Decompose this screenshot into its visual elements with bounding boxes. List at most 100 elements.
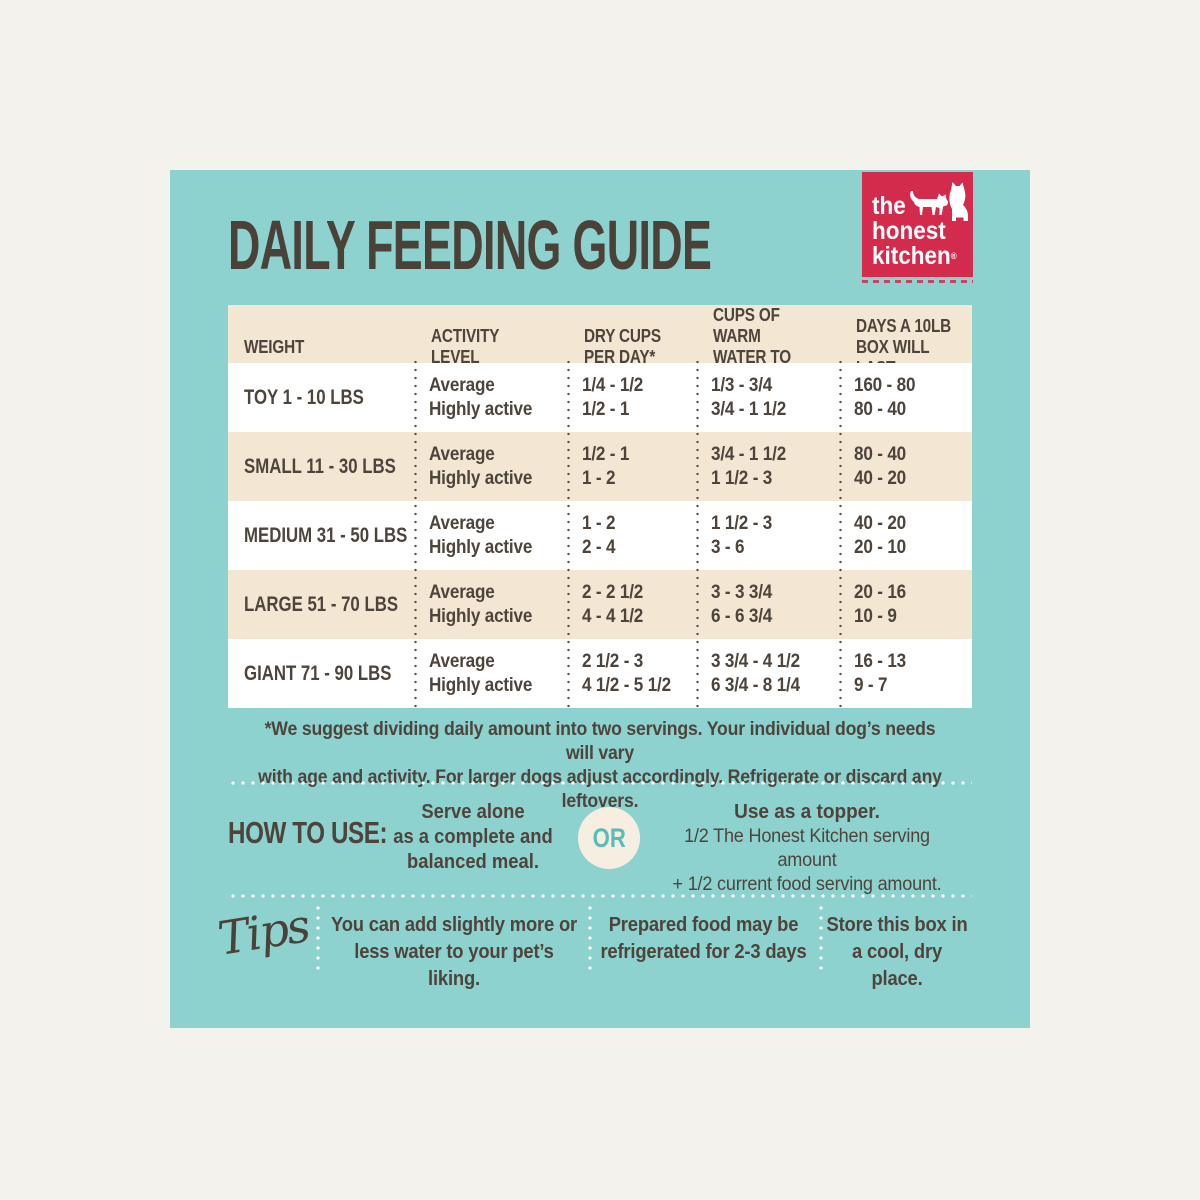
tips-divider (316, 903, 320, 975)
tip-item: Prepared food may be refrigerated for 2-… (600, 914, 807, 963)
value-line: 20 - 10 (854, 536, 906, 558)
value-line: 1 1/2 - 3 (711, 467, 773, 489)
value-line: 3 3/4 - 4 1/2 (711, 650, 800, 672)
or-badge-label: OR (592, 822, 626, 853)
value-line: 160 - 80 (854, 374, 916, 396)
cell-weight: MEDIUM 31 - 50 LBS (228, 501, 415, 570)
brand-logo: the honest kitchen® (862, 172, 973, 277)
value-line: 80 - 40 (854, 443, 906, 465)
column-divider (414, 358, 417, 711)
value-line: 6 - 6 3/4 (711, 605, 773, 627)
tips-divider (819, 903, 823, 975)
cell-activity: Average Highly active (415, 639, 568, 708)
tips-divider (588, 903, 592, 975)
cell-activity: Average Highly active (415, 501, 568, 570)
tips-label: Tips (214, 898, 313, 966)
value-line: 80 - 40 (854, 398, 906, 420)
table-body: TOY 1 - 10 LBS Average Highly active 1/4 … (228, 358, 972, 711)
col-header-weight: WEIGHT (228, 305, 415, 389)
col-header-label: ACTIVITY LEVEL (431, 326, 500, 367)
cell-days: 40 - 20 20 - 10 (840, 501, 972, 570)
cell-dry-cups: 1/4 - 1/2 1/2 - 1 (568, 363, 697, 432)
weight-label: SMALL 11 - 30 LBS (244, 454, 396, 478)
value-line: 4 - 4 1/2 (582, 605, 644, 627)
col-header-label: DRY CUPS PER DAY* (584, 326, 661, 367)
value-line: 3/4 - 1 1/2 (711, 398, 787, 420)
table-row-toy: TOY 1 - 10 LBS Average Highly active 1/4 … (228, 363, 972, 432)
activity-line: Average (429, 581, 495, 603)
logo-stitch-edge (862, 280, 973, 283)
cell-weight: SMALL 11 - 30 LBS (228, 432, 415, 501)
brand-wordmark: the honest kitchen® (872, 194, 957, 269)
value-line: 1 - 2 (582, 467, 616, 489)
col-header-label: WEIGHT (244, 336, 305, 357)
cell-days: 160 - 80 80 - 40 (840, 363, 972, 432)
page-title: DAILY FEEDING GUIDE (228, 206, 712, 284)
value-line: 2 - 2 1/2 (582, 581, 644, 603)
weight-label: LARGE 51 - 70 LBS (244, 592, 399, 616)
cat-dog-icon (910, 182, 968, 221)
table-row-medium: MEDIUM 31 - 50 LBS Average Highly active … (228, 501, 972, 570)
tip-item: Store this box in a cool, dry place. (826, 914, 968, 990)
value-line: 2 - 4 (582, 536, 616, 558)
activity-line: Highly active (429, 674, 533, 696)
value-line: 4 1/2 - 5 1/2 (582, 674, 671, 696)
feeding-table: WEIGHT ACTIVITY LEVEL DRY CUPS PER DAY* … (228, 305, 972, 711)
brand-line-2: honest (872, 217, 946, 245)
weight-label: MEDIUM 31 - 50 LBS (244, 523, 408, 547)
value-line: 1/2 - 1 (582, 443, 630, 465)
cell-days: 16 - 13 9 - 7 (840, 639, 972, 708)
cell-activity: Average Highly active (415, 363, 568, 432)
tip-item: You can add slightly more or less water … (330, 914, 578, 990)
cell-activity: Average Highly active (415, 570, 568, 639)
value-line: 10 - 9 (854, 605, 897, 627)
cell-days: 80 - 40 40 - 20 (840, 432, 972, 501)
activity-line: Highly active (429, 398, 533, 420)
dog-icon (949, 182, 968, 221)
table-row-large: LARGE 51 - 70 LBS Average Highly active 2… (228, 570, 972, 639)
cell-water: 3 3/4 - 4 1/2 6 3/4 - 8 1/4 (697, 639, 840, 708)
table-row-giant: GIANT 71 - 90 LBS Average Highly active 2… (228, 639, 972, 708)
value-line: 1/2 - 1 (582, 398, 630, 420)
or-badge: OR (578, 807, 640, 869)
cell-weight: LARGE 51 - 70 LBS (228, 570, 415, 639)
activity-line: Highly active (429, 536, 533, 558)
activity-line: Highly active (429, 605, 533, 627)
feeding-guide-panel: DAILY FEEDING GUIDE the honest kitchen® (170, 170, 1030, 1028)
column-divider (696, 358, 699, 711)
value-line: 6 3/4 - 8 1/4 (711, 674, 800, 696)
option2-title: Use as a topper. (734, 801, 880, 823)
table-header-row: WEIGHT ACTIVITY LEVEL DRY CUPS PER DAY* … (228, 305, 972, 388)
value-line: 40 - 20 (854, 512, 906, 534)
value-line: 1/4 - 1/2 (582, 374, 644, 396)
cell-water: 3/4 - 1 1/2 1 1/2 - 3 (697, 432, 840, 501)
weight-label: TOY 1 - 10 LBS (244, 385, 364, 409)
cell-weight: TOY 1 - 10 LBS (228, 363, 415, 432)
col-header-activity: ACTIVITY LEVEL (415, 305, 568, 389)
table-row-small: SMALL 11 - 30 LBS Average Highly active 1… (228, 432, 972, 501)
value-line: 16 - 13 (854, 650, 906, 672)
cell-weight: GIANT 71 - 90 LBS (228, 639, 415, 708)
value-line: 1 1/2 - 3 (711, 512, 773, 534)
dotted-divider (228, 894, 972, 898)
activity-line: Average (429, 443, 495, 465)
how-to-use-option2: Use as a topper. 1/2 The Honest Kitchen … (652, 800, 962, 897)
activity-line: Highly active (429, 467, 533, 489)
option2-body: 1/2 The Honest Kitchen serving amount + … (672, 826, 942, 895)
value-line: 1 - 2 (582, 512, 616, 534)
value-line: 3/4 - 1 1/2 (711, 443, 787, 465)
value-line: 2 1/2 - 3 (582, 650, 644, 672)
cell-water: 3 - 3 3/4 6 - 6 3/4 (697, 570, 840, 639)
how-to-use-label: HOW TO USE: (228, 815, 388, 850)
value-line: 1/3 - 3/4 (711, 374, 773, 396)
activity-line: Average (429, 650, 495, 672)
brand-line-1: the (872, 192, 906, 220)
column-divider (567, 358, 570, 711)
cell-water: 1/3 - 3/4 3/4 - 1 1/2 (697, 363, 840, 432)
value-line: 20 - 16 (854, 581, 906, 603)
